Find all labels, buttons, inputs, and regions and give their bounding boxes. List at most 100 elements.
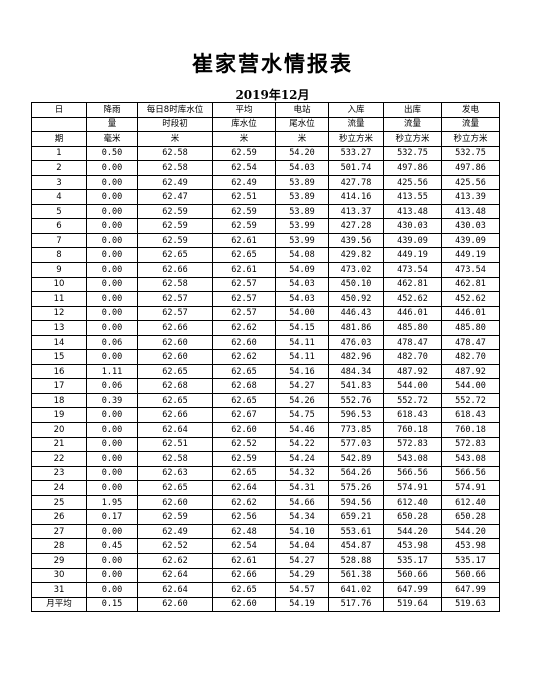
data-cell: 577.03 <box>328 436 384 453</box>
data-cell: 62.60 <box>137 349 213 365</box>
data-cell: 62.66 <box>212 567 276 584</box>
data-cell: 453.98 <box>441 538 500 554</box>
data-cell: 62.66 <box>137 262 213 278</box>
header-cell: 时段初 <box>137 116 213 133</box>
table-row: 14 0.06 62.60 62.60 54.11 476.03 478.47 478.47 <box>31 334 500 351</box>
data-cell: 62.52 <box>212 436 276 453</box>
data-cell: 62.49 <box>212 174 276 191</box>
data-cell: 0.00 <box>86 552 138 569</box>
data-cell: 618.43 <box>383 407 442 424</box>
data-cell: 553.61 <box>328 523 384 540</box>
data-cell: 54.09 <box>275 262 329 278</box>
data-cell: 62.61 <box>212 262 276 278</box>
data-cell: 62.57 <box>212 291 276 307</box>
data-cell: 62.65 <box>212 247 276 264</box>
row-label-cell: 8 <box>31 247 87 264</box>
data-cell: 596.53 <box>328 407 384 424</box>
data-cell: 62.66 <box>137 320 213 336</box>
data-cell: 0.00 <box>86 480 138 496</box>
data-cell: 54.66 <box>275 494 329 511</box>
table-row: 22 0.00 62.58 62.59 54.24 542.89 543.08 543.08 <box>31 451 500 467</box>
data-cell: 430.03 <box>383 218 442 234</box>
row-label-cell: 28 <box>31 538 87 554</box>
table-row: 24 0.00 62.65 62.64 54.31 575.26 574.91 574.91 <box>31 480 500 496</box>
header-cell: 每日8时库水位 <box>137 102 213 118</box>
data-cell: 446.43 <box>328 305 384 322</box>
table-row: 29 0.00 62.62 62.61 54.27 528.88 535.17 535.17 <box>31 552 500 569</box>
table-row: 13 0.00 62.66 62.62 54.15 481.86 485.80 485.80 <box>31 320 500 336</box>
row-label-cell: 21 <box>31 436 87 453</box>
data-cell: 0.00 <box>86 320 138 336</box>
data-cell: 53.99 <box>275 232 329 249</box>
data-cell: 62.62 <box>137 552 213 569</box>
data-cell: 497.86 <box>441 160 500 176</box>
data-cell: 54.34 <box>275 509 329 525</box>
data-cell: 54.27 <box>275 378 329 394</box>
header-cell: 入库 <box>328 102 384 118</box>
data-cell: 62.65 <box>137 480 213 496</box>
data-cell: 535.17 <box>383 552 442 569</box>
data-cell: 62.54 <box>212 160 276 176</box>
row-label-cell: 4 <box>31 189 87 205</box>
data-cell: 544.20 <box>383 523 442 540</box>
data-cell: 62.66 <box>137 407 213 424</box>
data-cell: 0.17 <box>86 509 138 525</box>
data-cell: 594.56 <box>328 494 384 511</box>
row-label-cell: 11 <box>31 291 87 307</box>
data-cell: 53.89 <box>275 189 329 205</box>
data-cell: 62.57 <box>212 305 276 322</box>
data-cell: 62.52 <box>137 538 213 554</box>
data-cell: 0.00 <box>86 189 138 205</box>
monthly-average-row: 月平均 0.15 62.60 62.60 54.19 517.76 519.64 519.63 <box>31 596 500 613</box>
row-label-cell: 31 <box>31 582 87 598</box>
data-cell: 0.06 <box>86 334 138 351</box>
table-body: 日降雨 每日8时库水位 平均 电站 入库 出库 发电量时段初 库水位 尾水位 流量 流量 流量期毫米米… <box>31 102 500 613</box>
header-cell: 尾水位 <box>275 116 329 133</box>
header-cell: 发电 <box>441 102 500 118</box>
data-cell: 485.80 <box>441 320 500 336</box>
data-cell: 413.55 <box>383 189 442 205</box>
data-cell: 54.03 <box>275 291 329 307</box>
data-cell: 1.11 <box>86 363 138 380</box>
data-cell: 439.09 <box>441 232 500 249</box>
row-label-cell: 2 <box>31 160 87 176</box>
header-cell: 毫米 <box>86 131 138 147</box>
header-cell: 秒立方米 <box>383 131 442 147</box>
data-cell: 0.00 <box>86 451 138 467</box>
data-cell: 535.17 <box>441 552 500 569</box>
data-cell: 54.32 <box>275 465 329 482</box>
row-label-cell: 6 <box>31 218 87 234</box>
table-row: 20 0.00 62.64 62.60 54.46 773.85 760.18 760.18 <box>31 422 500 438</box>
data-cell: 62.68 <box>137 378 213 394</box>
data-cell: 544.00 <box>441 378 500 394</box>
data-cell: 0.00 <box>86 436 138 453</box>
data-cell: 54.22 <box>275 436 329 453</box>
header-cell: 秒立方米 <box>328 131 384 147</box>
table-row: 8 0.00 62.65 62.65 54.08 429.82 449.19 449.19 <box>31 247 500 264</box>
data-cell: 53.89 <box>275 174 329 191</box>
data-cell: 54.11 <box>275 334 329 351</box>
data-cell: 517.76 <box>328 596 384 613</box>
data-cell: 62.59 <box>137 203 213 220</box>
row-label-cell: 19 <box>31 407 87 424</box>
row-label-cell: 30 <box>31 567 87 584</box>
data-cell: 566.56 <box>383 465 442 482</box>
data-cell: 650.28 <box>441 509 500 525</box>
table-row: 2 0.00 62.58 62.54 54.03 501.74 497.86 497.86 <box>31 160 500 176</box>
data-cell: 62.59 <box>212 451 276 467</box>
data-cell: 62.57 <box>137 305 213 322</box>
data-cell: 62.57 <box>212 276 276 293</box>
data-cell: 54.15 <box>275 320 329 336</box>
row-label-cell: 24 <box>31 480 87 496</box>
data-cell: 449.19 <box>383 247 442 264</box>
data-cell: 0.00 <box>86 349 138 365</box>
table-row: 7 0.00 62.59 62.61 53.99 439.56 439.09 439.09 <box>31 232 500 249</box>
data-cell: 54.16 <box>275 363 329 380</box>
header-row: 量时段初 库水位 尾水位 流量 流量 流量 <box>31 116 500 133</box>
row-label-cell: 16 <box>31 363 87 380</box>
data-cell: 462.81 <box>383 276 442 293</box>
row-label-cell: 3 <box>31 174 87 191</box>
data-cell: 62.65 <box>137 363 213 380</box>
data-cell: 574.91 <box>383 480 442 496</box>
data-cell: 0.00 <box>86 232 138 249</box>
